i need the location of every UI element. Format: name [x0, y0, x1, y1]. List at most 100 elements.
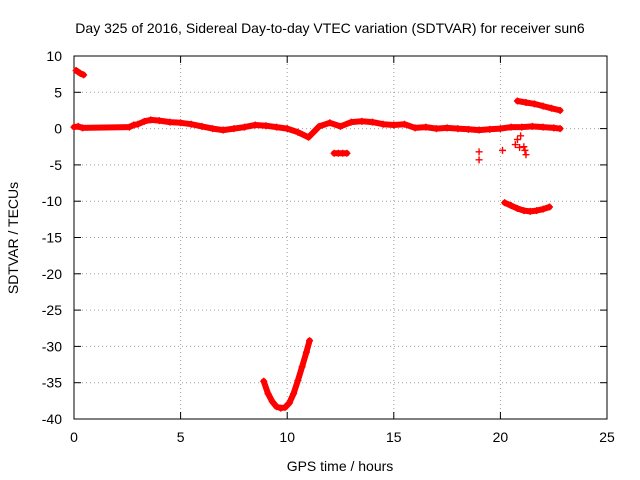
data-point	[187, 120, 195, 128]
y-tick-label: -25	[42, 302, 62, 318]
x-tick-label: 10	[279, 429, 295, 445]
data-point	[273, 403, 281, 411]
data-point	[556, 125, 564, 133]
axis-ticks: 0 5 10 15 20 25 10 5 0 -5 -10 -15 -20 -25 -30 -35 -40	[42, 48, 615, 445]
data-point	[513, 97, 521, 105]
data-point	[209, 125, 217, 133]
data-point	[548, 104, 556, 112]
data-series	[330, 149, 351, 157]
x-tick-label: 15	[386, 429, 402, 445]
data-series	[501, 199, 553, 215]
data-point	[501, 199, 509, 207]
x-tick-label: 5	[177, 429, 185, 445]
y-tick-label: 5	[54, 84, 62, 100]
data-point	[499, 146, 507, 154]
y-tick-label: 10	[46, 48, 62, 64]
data-point	[443, 124, 451, 132]
grid-lines	[74, 56, 607, 419]
data-point	[464, 125, 472, 133]
data-point	[496, 125, 504, 133]
data-point	[411, 124, 419, 132]
data-point	[283, 125, 291, 133]
data-point	[511, 141, 519, 149]
data-point	[550, 124, 558, 132]
data-point	[262, 122, 270, 130]
data-point	[281, 403, 289, 411]
y-tick-label: -15	[42, 230, 62, 246]
data-point	[516, 143, 524, 151]
data-point	[337, 122, 344, 130]
y-tick-label: -5	[50, 157, 63, 173]
data-point	[198, 122, 206, 130]
data-point	[155, 117, 163, 125]
data-point	[130, 121, 138, 129]
y-tick-label: 0	[54, 121, 62, 137]
data-trace	[73, 67, 87, 78]
data-point	[379, 120, 387, 128]
data-point	[507, 202, 515, 210]
data-point	[522, 151, 530, 159]
data-point	[347, 118, 355, 126]
data-point	[528, 122, 536, 130]
data-point	[522, 98, 530, 106]
data-point	[140, 117, 148, 125]
data-point	[486, 125, 494, 133]
data-point	[147, 116, 155, 124]
data-point	[390, 121, 398, 129]
data-point	[315, 122, 323, 130]
data-point	[260, 377, 268, 385]
data-point	[518, 123, 526, 131]
data-point	[432, 125, 440, 133]
data-point	[251, 121, 259, 129]
data-point	[166, 118, 174, 126]
data-point	[520, 207, 528, 215]
y-tick-label: -30	[42, 338, 62, 354]
data-point	[74, 122, 82, 130]
data-point	[177, 119, 185, 127]
data-point	[539, 123, 547, 131]
data-point	[70, 123, 78, 131]
data-point	[513, 204, 521, 212]
data-point	[294, 128, 302, 136]
data-series	[70, 116, 564, 141]
data-point	[454, 125, 462, 133]
data-point	[475, 148, 483, 156]
data-point	[539, 102, 547, 110]
data-point	[539, 205, 547, 213]
data-point	[80, 71, 88, 79]
data-point	[290, 390, 298, 398]
data-point	[556, 106, 564, 114]
data-point	[298, 363, 306, 371]
data-point	[533, 207, 541, 215]
data-point	[268, 398, 276, 406]
y-tick-label: -35	[42, 375, 62, 391]
data-point	[531, 100, 539, 108]
data-point	[520, 143, 528, 151]
y-tick-label: -10	[42, 193, 62, 209]
data-point	[134, 120, 142, 128]
data-point	[507, 123, 515, 131]
data-point	[400, 120, 408, 128]
chart-title: Day 325 of 2016, Sidereal Day-to-day VTE…	[75, 20, 585, 36]
data-point	[219, 126, 227, 134]
x-tick-label: 20	[493, 429, 509, 445]
data-point	[475, 126, 483, 134]
data-point	[343, 149, 351, 157]
data-point	[521, 146, 529, 154]
plot-frame	[73, 55, 608, 420]
data-point	[306, 337, 314, 345]
data-point	[230, 125, 238, 133]
data-point	[76, 69, 84, 77]
y-tick-label: -40	[42, 411, 62, 427]
data-trace	[260, 337, 313, 412]
x-tick-label: 25	[599, 429, 615, 445]
data-series	[475, 132, 530, 164]
data-point	[79, 124, 87, 132]
data-point	[422, 123, 430, 131]
data-point	[513, 135, 521, 143]
data-point	[294, 377, 302, 385]
x-axis-label: GPS time / hours	[287, 458, 394, 474]
data-point	[305, 133, 313, 141]
data-series	[513, 97, 564, 114]
